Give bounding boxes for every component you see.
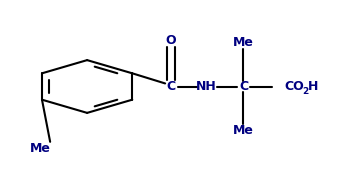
Text: Me: Me	[233, 124, 254, 137]
Text: Me: Me	[233, 36, 254, 49]
Text: C: C	[167, 80, 176, 93]
Text: NH: NH	[196, 80, 217, 93]
Text: 2: 2	[302, 87, 309, 96]
Text: CO: CO	[284, 80, 304, 93]
Text: C: C	[239, 80, 248, 93]
Text: H: H	[308, 80, 319, 93]
Text: O: O	[166, 34, 177, 47]
Text: Me: Me	[29, 142, 51, 155]
